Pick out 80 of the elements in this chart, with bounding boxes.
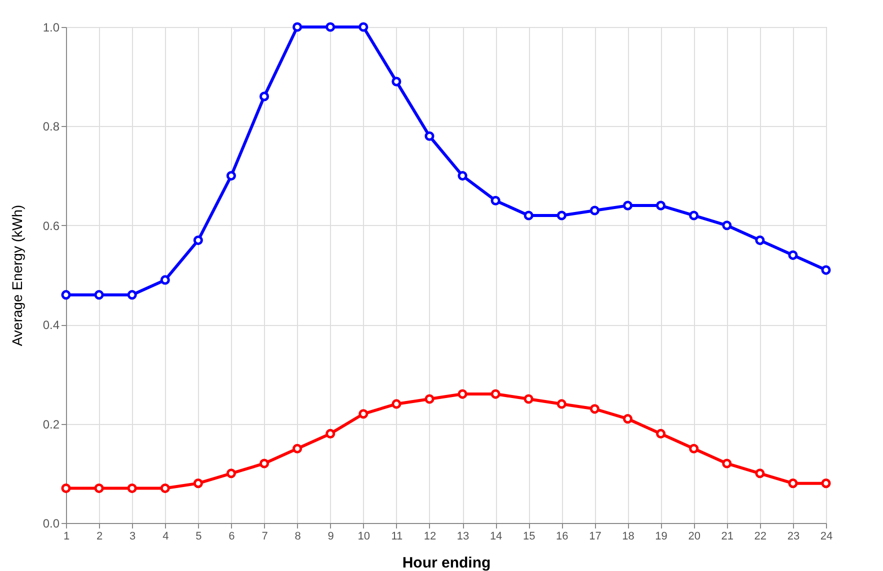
point xyxy=(556,210,566,220)
x-tick-label: 10 xyxy=(358,530,370,542)
point xyxy=(392,76,402,86)
point xyxy=(358,409,368,419)
point xyxy=(193,236,203,246)
point xyxy=(689,210,699,220)
point xyxy=(821,265,831,275)
point xyxy=(590,404,600,414)
x-tick-label: 1 xyxy=(63,530,70,542)
point xyxy=(590,206,600,216)
point xyxy=(490,389,500,399)
x-tick-label: 8 xyxy=(294,530,301,542)
point xyxy=(622,200,633,210)
point xyxy=(755,468,765,478)
point xyxy=(524,210,534,220)
x-tick-label: 24 xyxy=(820,530,833,542)
point xyxy=(656,200,666,210)
y-tick-label: 0.8 xyxy=(42,120,60,134)
x-tick-label: 16 xyxy=(556,530,568,542)
point xyxy=(160,275,170,285)
point xyxy=(556,399,566,409)
point xyxy=(259,92,270,102)
point xyxy=(424,394,434,404)
point xyxy=(722,220,732,230)
point xyxy=(722,458,732,468)
y-tick-label: 0.0 xyxy=(42,516,60,530)
point xyxy=(392,399,402,409)
point xyxy=(458,171,468,181)
point xyxy=(490,196,500,206)
point xyxy=(127,290,137,300)
y-axis-title: Average Energy (kWh) xyxy=(8,204,25,346)
x-tick-label: 9 xyxy=(328,530,334,542)
x-tick-label: 20 xyxy=(688,530,700,542)
x-tick-label: 23 xyxy=(787,530,800,542)
y-tick-label: 0.6 xyxy=(42,218,60,233)
point xyxy=(622,414,633,424)
point xyxy=(689,444,699,454)
point xyxy=(292,444,302,454)
point xyxy=(524,394,534,404)
point xyxy=(755,236,765,246)
x-tick-label: 18 xyxy=(622,530,634,542)
x-tick-label: 21 xyxy=(721,530,734,542)
x-tick-label: 17 xyxy=(589,530,602,542)
x-tick-label: 7 xyxy=(262,530,268,542)
x-tick-label: 19 xyxy=(655,530,668,542)
x-axis-title: Hour ending xyxy=(402,554,491,571)
point xyxy=(226,468,236,478)
y-tick-label: 1.0 xyxy=(42,20,60,34)
point xyxy=(788,250,798,260)
x-tick-label: 22 xyxy=(754,530,767,542)
point xyxy=(259,458,270,468)
x-tick-label: 11 xyxy=(391,530,403,542)
point xyxy=(61,290,71,300)
point xyxy=(193,478,203,488)
point xyxy=(61,484,71,494)
point xyxy=(326,22,336,32)
point xyxy=(424,131,434,141)
x-tick-label: 12 xyxy=(424,530,436,542)
x-tick-label: 5 xyxy=(196,530,202,542)
point xyxy=(788,478,798,488)
x-tick-label: 2 xyxy=(96,530,103,542)
point xyxy=(656,428,666,438)
x-tick-label: 3 xyxy=(130,530,136,542)
x-tick-label: 6 xyxy=(228,530,235,542)
x-tick-label: 13 xyxy=(456,530,470,542)
point xyxy=(160,484,170,494)
point xyxy=(326,428,336,438)
y-tick-label: 0.2 xyxy=(42,417,60,432)
point xyxy=(358,22,368,32)
x-tick-label: 14 xyxy=(490,530,502,542)
point xyxy=(94,484,104,494)
point xyxy=(292,22,302,32)
y-tick-label: 0.4 xyxy=(42,318,60,332)
x-tick-label: 15 xyxy=(522,530,536,542)
point xyxy=(458,389,468,399)
point xyxy=(127,484,137,494)
point xyxy=(94,290,104,300)
x-tick-label: 4 xyxy=(162,530,169,542)
point xyxy=(821,478,831,488)
point xyxy=(226,171,236,181)
